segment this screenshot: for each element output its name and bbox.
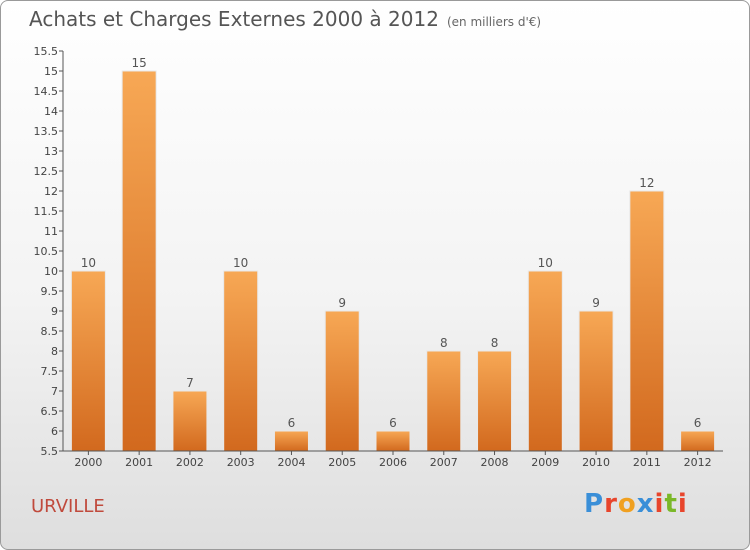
y-tick-label: 9 [51, 305, 58, 318]
y-tick-label: 8 [51, 345, 58, 358]
logo-letter: t [664, 489, 678, 519]
chart-subtitle: (en milliers d'€) [446, 15, 542, 29]
title-text: Achats et Charges Externes 2000 à 2012 [29, 7, 439, 31]
data-label-2012: 6 [694, 416, 702, 430]
data-label-2005: 9 [338, 296, 346, 310]
y-tick-label: 7 [51, 385, 58, 398]
y-axis: 5.5 6 6.5 7 7.5 8 8.5 9 9.5 10 10.5 11 11.5 12 12.5 13 1… [34, 45, 64, 458]
data-label-2003: 10 [233, 256, 248, 270]
y-tick-label: 11.5 [34, 205, 59, 218]
bar-2005[interactable] [324, 310, 360, 452]
bars: 10 15 7 10 6 9 6 8 8 10 9 12 6 [70, 56, 716, 452]
bar-2006[interactable] [375, 430, 411, 452]
x-tick-label-2012: 2012 [684, 456, 712, 469]
x-tick-label-2010: 2010 [582, 456, 610, 469]
bar-2000[interactable] [70, 270, 106, 452]
y-tick-label: 15 [44, 65, 58, 78]
x-tick-label-2001: 2001 [125, 456, 153, 469]
y-tick-label: 9.5 [41, 285, 59, 298]
bar-2007[interactable] [426, 350, 462, 452]
x-axis: 2000 2001 2002 2003 2004 2005 2006 2007 2008 2009… [63, 450, 723, 469]
data-label-2004: 6 [288, 416, 296, 430]
y-tick-label: 15.5 [34, 45, 59, 58]
y-tick-label: 8.5 [41, 325, 59, 338]
data-label-2006: 6 [389, 416, 397, 430]
bar-2003[interactable] [223, 270, 259, 452]
logo-letter: P [584, 489, 605, 519]
x-tick-label-2003: 2003 [227, 456, 255, 469]
y-tick-label: 13 [44, 145, 58, 158]
y-tick-label: 5.5 [41, 445, 59, 458]
y-tick-label: 11 [44, 225, 58, 238]
data-label-2001: 15 [132, 56, 147, 70]
x-tick-label-2002: 2002 [176, 456, 204, 469]
logo-letter: i [654, 489, 665, 519]
commune-name: URVILLE [31, 496, 105, 517]
data-label-2008: 8 [491, 336, 499, 350]
logo-letter: r [604, 489, 618, 519]
proxiti-logo[interactable]: Proxiti [584, 489, 688, 519]
bar-2002[interactable] [172, 390, 208, 452]
x-tick-label-2005: 2005 [328, 456, 356, 469]
y-tick-label: 6 [51, 425, 58, 438]
data-label-2007: 8 [440, 336, 448, 350]
data-label-2011: 12 [639, 176, 654, 190]
bar-2008[interactable] [477, 350, 513, 452]
y-tick-label: 13.5 [34, 125, 59, 138]
bar-2012[interactable] [680, 430, 716, 452]
y-tick-label: 14 [44, 105, 58, 118]
bar-2011[interactable] [629, 190, 665, 452]
data-label-2000: 10 [81, 256, 96, 270]
bar-2009[interactable] [527, 270, 563, 452]
y-tick-label: 10.5 [34, 245, 59, 258]
y-tick-label: 14.5 [34, 85, 59, 98]
x-tick-label-2006: 2006 [379, 456, 407, 469]
bar-2010[interactable] [578, 310, 614, 452]
x-tick-label-2004: 2004 [277, 456, 305, 469]
y-tick-label: 10 [44, 265, 58, 278]
data-label-2009: 10 [538, 256, 553, 270]
x-tick-label-2011: 2011 [633, 456, 661, 469]
logo-letter: o [617, 489, 637, 519]
data-label-2002: 7 [186, 376, 194, 390]
logo-letter: i [677, 489, 688, 519]
chart-title: Achats et Charges Externes 2000 à 2012 (e… [29, 7, 541, 31]
x-tick-label-2007: 2007 [430, 456, 458, 469]
y-tick-label: 12 [44, 185, 58, 198]
bar-2004[interactable] [273, 430, 309, 452]
data-label-2010: 9 [592, 296, 600, 310]
y-tick-label: 7.5 [41, 365, 59, 378]
bar-2001[interactable] [121, 70, 157, 452]
x-tick-label-2009: 2009 [531, 456, 559, 469]
logo-letter: x [636, 489, 655, 519]
x-tick-label-2000: 2000 [74, 456, 102, 469]
y-tick-label: 12.5 [34, 165, 59, 178]
x-tick-label-2008: 2008 [481, 456, 509, 469]
y-tick-label: 6.5 [41, 405, 59, 418]
